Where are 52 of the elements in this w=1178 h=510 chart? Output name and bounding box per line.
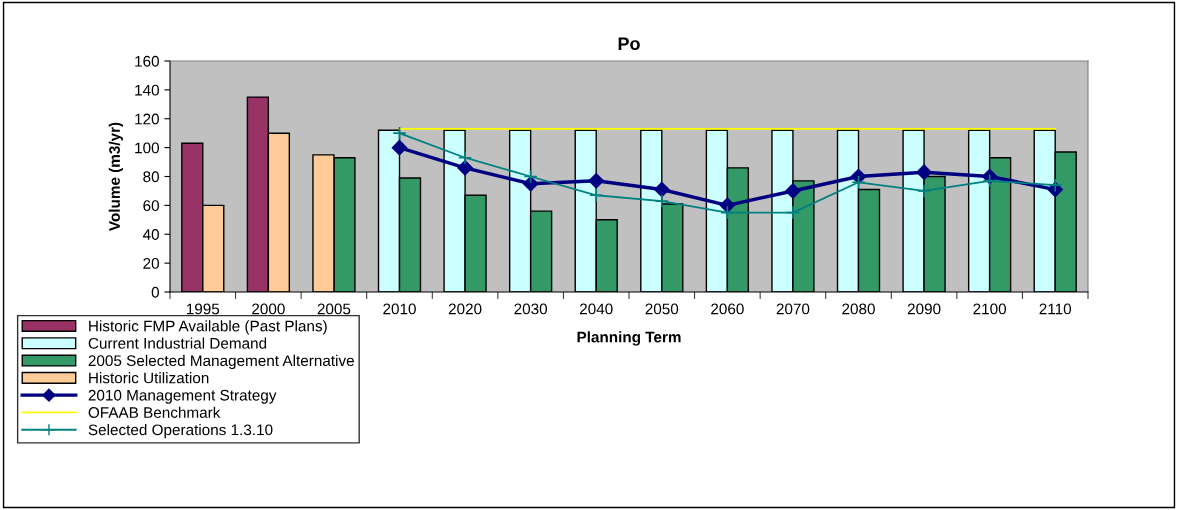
legend-label: 2005 Selected Management Alternative [88,354,354,370]
legend-label: Selected Operations 1.3.10 [88,424,273,439]
point [851,175,866,190]
x-tick-label: 2090 [907,303,941,315]
y-tick-label: 40 [142,229,159,240]
point [720,205,735,220]
point [654,181,670,198]
y-axis-title: Volume (m3/yr) [108,122,123,232]
y-tick-label: 20 [143,257,159,269]
point [457,160,473,176]
legend-label: Current Industrial Demand [88,337,267,349]
x-tick-label: 2010 [383,303,416,315]
y-tick-label: 140 [135,84,159,96]
point [654,193,669,209]
point [588,173,604,189]
y-tick-label: 120 [135,113,159,125]
point [391,139,408,156]
x-tick-label: 2050 [645,303,679,315]
x-tick-label: 2030 [514,303,548,315]
point [719,197,736,214]
point [785,205,801,220]
x-tick-label: 2080 [842,303,875,315]
point [522,176,539,192]
point [916,183,932,199]
x-tick-label: 2040 [579,303,613,315]
legend-label: 2010 Management Strategy [88,389,277,404]
point [392,126,407,141]
point [523,169,538,184]
point [589,188,604,203]
point [982,173,997,188]
x-tick-label: 2020 [448,303,482,315]
y-tick-label: 0 [151,286,159,298]
y-tick-label: 80 [143,171,159,183]
x-tick-label: 2060 [711,303,744,315]
x-tick-label: 2100 [973,303,1007,315]
legend-label: Historic Utilization [89,372,209,384]
point [785,183,801,199]
point [1048,178,1063,193]
y-tick-label: 60 [143,200,159,212]
legend-label: Historic FMP Available (Past Plans) [89,320,327,335]
x-tick-label: 2000 [252,303,285,315]
x-axis-title: Planning Term [577,331,681,346]
chart-title: Po [618,37,640,51]
x-tick-label: 2005 [317,303,351,315]
point [916,164,932,180]
x-tick-label: 1995 [186,303,220,315]
x-tick-label: 2110 [1039,303,1072,315]
point [457,150,473,165]
y-tick-label: 100 [135,142,159,154]
y-tick-label: 160 [135,55,159,67]
x-tick-label: 2070 [776,303,810,315]
legend-label: OFAAB Benchmark [88,406,221,418]
